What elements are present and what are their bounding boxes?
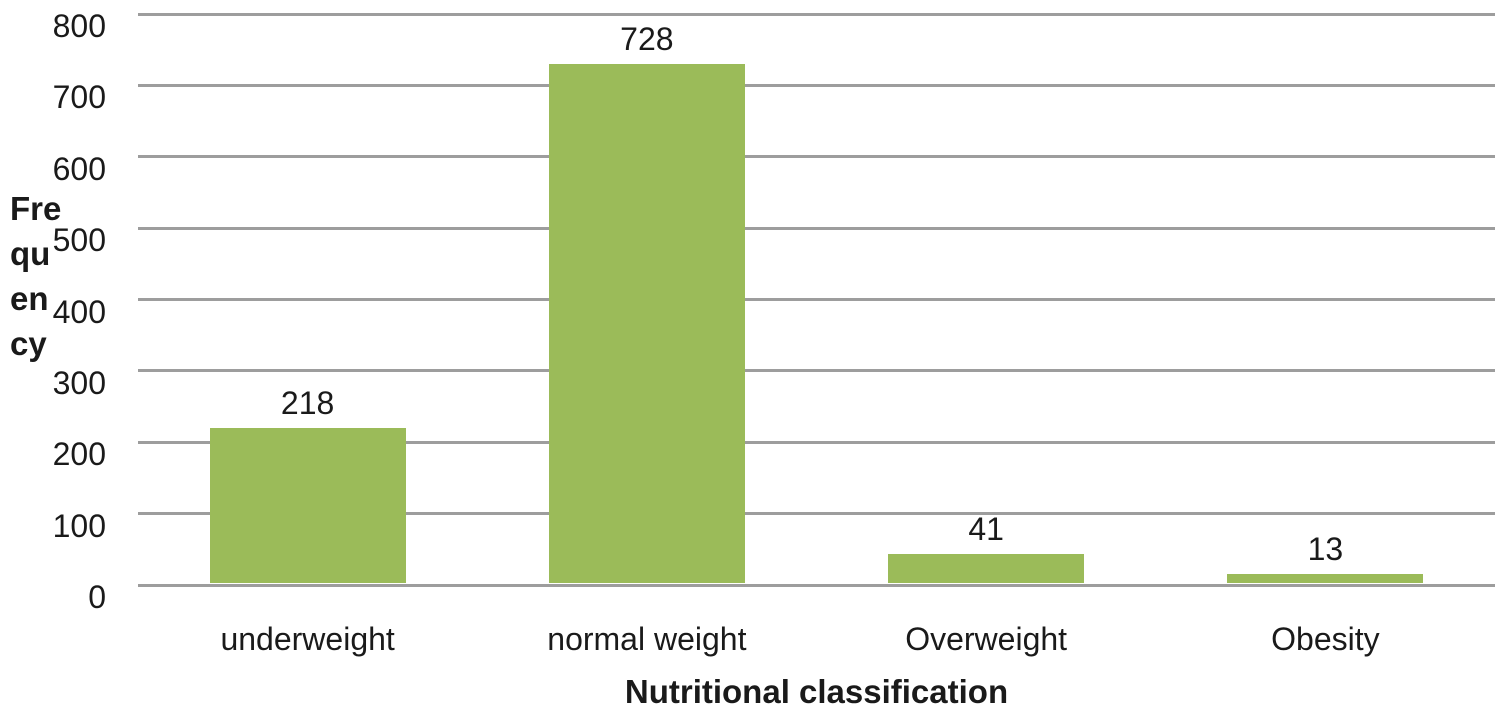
category-label-underweight: underweight [220, 621, 395, 657]
gridline [138, 583, 1495, 587]
y-tick-label: 400 [52, 293, 106, 330]
x-axis-title: Nutritional classification [624, 673, 1009, 710]
value-label-obesity: 13 [1307, 531, 1344, 568]
bar-obesity [1227, 574, 1424, 584]
gridline [138, 155, 1495, 159]
category-label-obesity: Obesity [1271, 621, 1380, 657]
y-axis-title-line: en [10, 280, 49, 317]
y-tick-label: 700 [52, 79, 106, 116]
category-label-normal-weight: normal weight [547, 621, 747, 657]
y-axis-title-line: cy [10, 325, 47, 362]
bar-normal-weight [548, 63, 745, 584]
y-tick-label: 800 [52, 8, 106, 44]
y-tick-label: 300 [52, 364, 106, 401]
gridline [138, 369, 1495, 373]
y-tick-label: 200 [52, 436, 106, 473]
y-axis-title-line: Fre [10, 190, 62, 227]
category-label-overweight: Overweight [905, 621, 1068, 657]
gridline [138, 83, 1495, 87]
y-axis-title: Fre qu en cy [10, 186, 80, 366]
bar-overweight [888, 554, 1085, 584]
y-tick-label: 500 [52, 222, 106, 259]
y-axis-title-line: qu [10, 235, 51, 272]
gridline [138, 226, 1495, 230]
y-tick-label: 600 [52, 150, 106, 187]
gridline [138, 12, 1495, 16]
value-label-underweight: 218 [280, 384, 335, 421]
value-label-overweight: 41 [968, 511, 1004, 548]
y-tick-label: 0 [88, 579, 106, 615]
y-tick-label: 100 [52, 507, 106, 544]
value-label-normal-weight: 728 [620, 20, 674, 57]
gridline [138, 298, 1495, 301]
bar-underweight [209, 427, 406, 584]
gridline [138, 440, 1495, 444]
gridline [138, 512, 1495, 516]
